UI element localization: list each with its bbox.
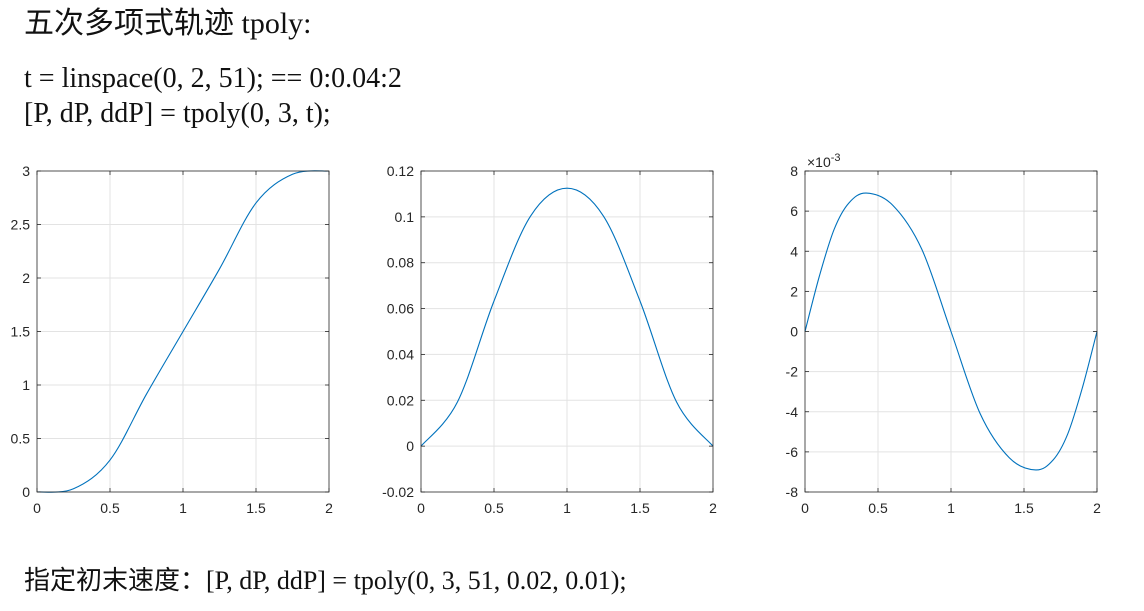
y-tick-label: 0.06 <box>387 301 414 317</box>
y-tick-label: 2.5 <box>11 217 31 233</box>
x-tick-label: 0.5 <box>868 500 888 516</box>
y-tick-label: 0 <box>406 438 414 454</box>
y-tick-label: -8 <box>786 484 799 500</box>
x-tick-label: 0 <box>33 500 41 516</box>
x-tick-label: 1 <box>947 500 955 516</box>
code-line-linspace: t = linspace(0, 2, 51); == 0:0.04:2 <box>24 63 402 94</box>
y-tick-label: 3 <box>22 163 30 179</box>
x-tick-label: 2 <box>1093 500 1101 516</box>
exponent-power: -3 <box>831 152 841 164</box>
series-line-P <box>36 170 330 493</box>
y-tick-label: -2 <box>786 364 799 380</box>
y-tick-label: -0.02 <box>382 484 414 500</box>
y-tick-label: -6 <box>786 444 799 460</box>
y-tick-label: 1 <box>22 377 30 393</box>
y-tick-label: 4 <box>790 243 798 259</box>
y-tick-label: 0.08 <box>387 255 414 271</box>
x-tick-label: 1 <box>179 500 187 516</box>
x-tick-label: 2 <box>709 500 717 516</box>
x-tick-label: 1.5 <box>246 500 266 516</box>
exponent-base: ×10 <box>807 154 831 170</box>
y-tick-label: 8 <box>790 163 798 179</box>
y-tick-label: 0.5 <box>11 431 31 447</box>
y-tick-label: 0.02 <box>387 392 414 408</box>
y-tick-label: 0 <box>22 484 30 500</box>
x-tick-label: 0.5 <box>484 500 504 516</box>
y-tick-label: 1.5 <box>11 324 31 340</box>
y-tick-label: 0.04 <box>387 346 414 362</box>
y-exponent-label: ×10-3 <box>807 152 841 170</box>
footer-code-line: 指定初末速度：[P, dP, ddP] = tpoly(0, 3, 51, 0.… <box>24 566 627 595</box>
chart-acceleration: 0 0.5 1 1.5 2 -8 -6 -4 -2 0 2 4 6 8 ×10-3 <box>786 152 1102 516</box>
y-tick-label: 2 <box>22 270 30 286</box>
y-tick-label: -4 <box>786 404 799 420</box>
y-tick-label: 6 <box>790 203 798 219</box>
x-tick-label: 0.5 <box>100 500 120 516</box>
x-tick-label: 0 <box>801 500 809 516</box>
y-tick-label: 0 <box>790 324 798 340</box>
y-tick-label: 0.12 <box>387 163 414 179</box>
series-line-ddP <box>804 192 1098 471</box>
slide-title: 五次多项式轨迹 tpoly: <box>24 7 312 40</box>
y-tick-label: 2 <box>790 283 798 299</box>
x-tick-label: 2 <box>325 500 333 516</box>
code-line-tpoly: [P, dP, ddP] = tpoly(0, 3, t); <box>24 98 331 129</box>
x-tick-label: 0 <box>417 500 425 516</box>
x-tick-label: 1 <box>563 500 571 516</box>
y-tick-label: 0.1 <box>395 209 415 225</box>
chart-position: 0 0.5 1 1.5 2 0 0.5 1 1.5 2 2.5 3 <box>11 163 334 516</box>
x-tick-label: 1.5 <box>630 500 650 516</box>
series-line-dP <box>420 187 714 447</box>
x-tick-label: 1.5 <box>1014 500 1034 516</box>
